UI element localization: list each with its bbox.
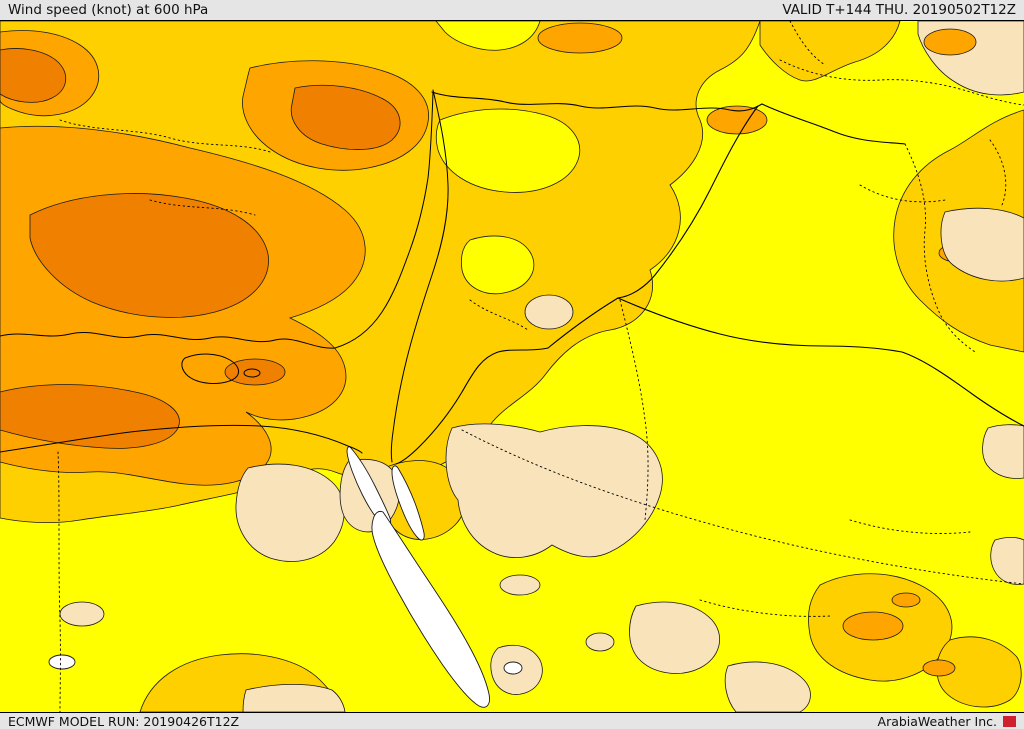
orange-spot-top-right: [923, 28, 977, 56]
model-run-label: ECMWF MODEL RUN: 20190426T12Z: [8, 713, 240, 729]
country-borders: [395, 91, 1024, 465]
red-sea-and-white-band: [48, 446, 523, 708]
brand-label: ArabiaWeather Inc.: [877, 713, 997, 729]
anatolia-levant-coast: [334, 91, 434, 349]
turkey-iraq-border: [761, 103, 906, 145]
levant-coastline: [390, 89, 449, 463]
jordan-saudi-border: [395, 347, 549, 465]
red-sea-shape: [371, 510, 490, 708]
arabiaweather-logo-icon: [1003, 715, 1016, 727]
iraq-saudi-border: [617, 297, 1024, 427]
dotted-boundaries: [57, 21, 1024, 712]
footer-bar: ECMWF MODEL RUN: 20190426T12Z ArabiaWeat…: [0, 712, 1024, 729]
wind-speed-contour-map: [0, 21, 1024, 712]
header-bar: Wind speed (knot) at 600 hPa VALID T+144…: [0, 0, 1024, 21]
dark-orange-cores: [0, 48, 401, 449]
white-spot-near-sea: [503, 661, 523, 675]
jordan-iraq-border: [547, 297, 619, 349]
syria-iraq-border: [617, 105, 759, 299]
egypt-north-coast: [0, 424, 363, 454]
cream-band-regions: [59, 21, 1024, 712]
yellow-pockets: [435, 21, 580, 295]
turkey-south-coast: [0, 332, 336, 349]
turkey-syria-border: [431, 91, 763, 112]
map-title: Wind speed (knot) at 600 hPa: [8, 2, 209, 18]
cyprus-islet: [243, 368, 261, 378]
valid-time-label: VALID T+144 THU. 20190502T12Z: [782, 2, 1016, 18]
white-spot-bottom-left: [48, 654, 76, 670]
brand-area: ArabiaWeather Inc.: [878, 714, 1016, 729]
coastlines: [0, 89, 449, 463]
cyprus-outline: [181, 353, 239, 384]
map-canvas: [0, 21, 1024, 712]
gulf-of-aqaba-shape: [391, 465, 425, 541]
